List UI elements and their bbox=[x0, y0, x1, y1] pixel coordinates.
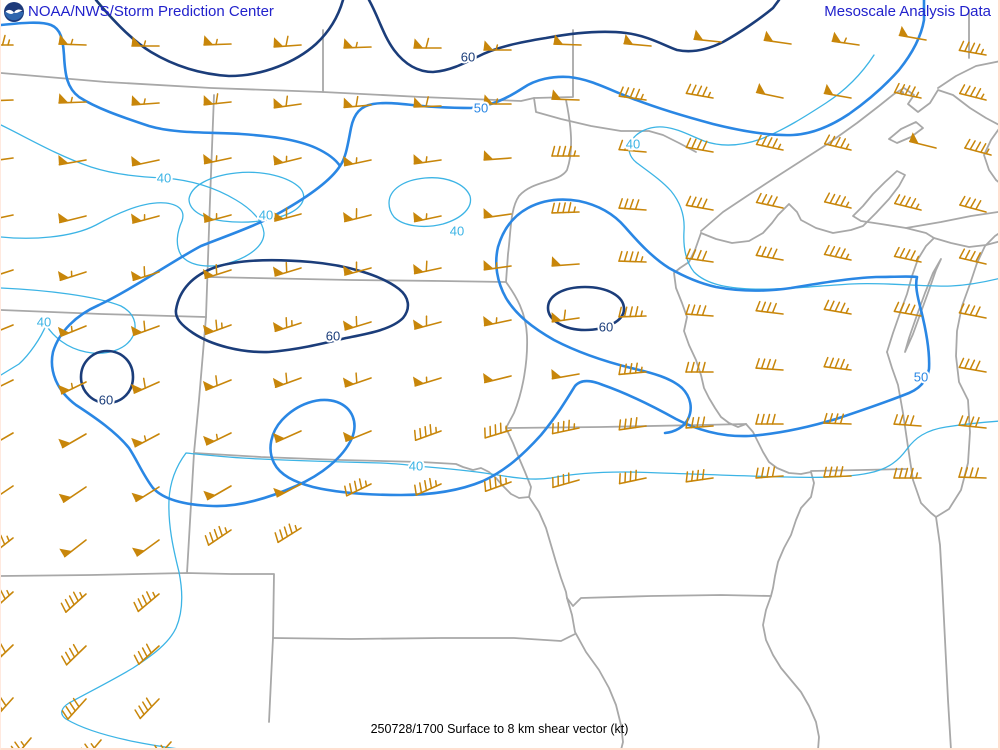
contour-label-60: 60 bbox=[599, 320, 613, 335]
contour-lines-50kt bbox=[1, 0, 931, 508]
contour-label-40: 40 bbox=[259, 208, 273, 223]
product-caption: 250728/1700 Surface to 8 km shear vector… bbox=[370, 722, 629, 736]
header-link-spc[interactable]: NOAA/NWS/Storm Prediction Center bbox=[28, 3, 274, 20]
contour-label-50: 50 bbox=[474, 101, 488, 116]
contour-label-60: 60 bbox=[326, 329, 340, 344]
state-borders bbox=[1, 9, 998, 748]
contour-label-60: 60 bbox=[461, 50, 475, 65]
wind-barbs bbox=[1, 25, 992, 748]
contour-label-40: 40 bbox=[626, 137, 640, 152]
contour-label-50: 50 bbox=[914, 370, 928, 385]
contour-label-60: 60 bbox=[99, 393, 113, 408]
contour-label-40: 40 bbox=[157, 171, 171, 186]
contour-lines-60kt bbox=[79, 0, 781, 405]
header-link-mesoanalysis[interactable]: Mesoscale Analysis Data bbox=[824, 3, 991, 20]
contour-label-40: 40 bbox=[450, 224, 464, 239]
noaa-logo[interactable] bbox=[3, 1, 25, 23]
contour-label-40: 40 bbox=[409, 459, 423, 474]
contour-label-40: 40 bbox=[37, 315, 51, 330]
contour-value-labels: 60 50 40 40 40 40 40 60 60 60 50 40 bbox=[35, 48, 930, 476]
